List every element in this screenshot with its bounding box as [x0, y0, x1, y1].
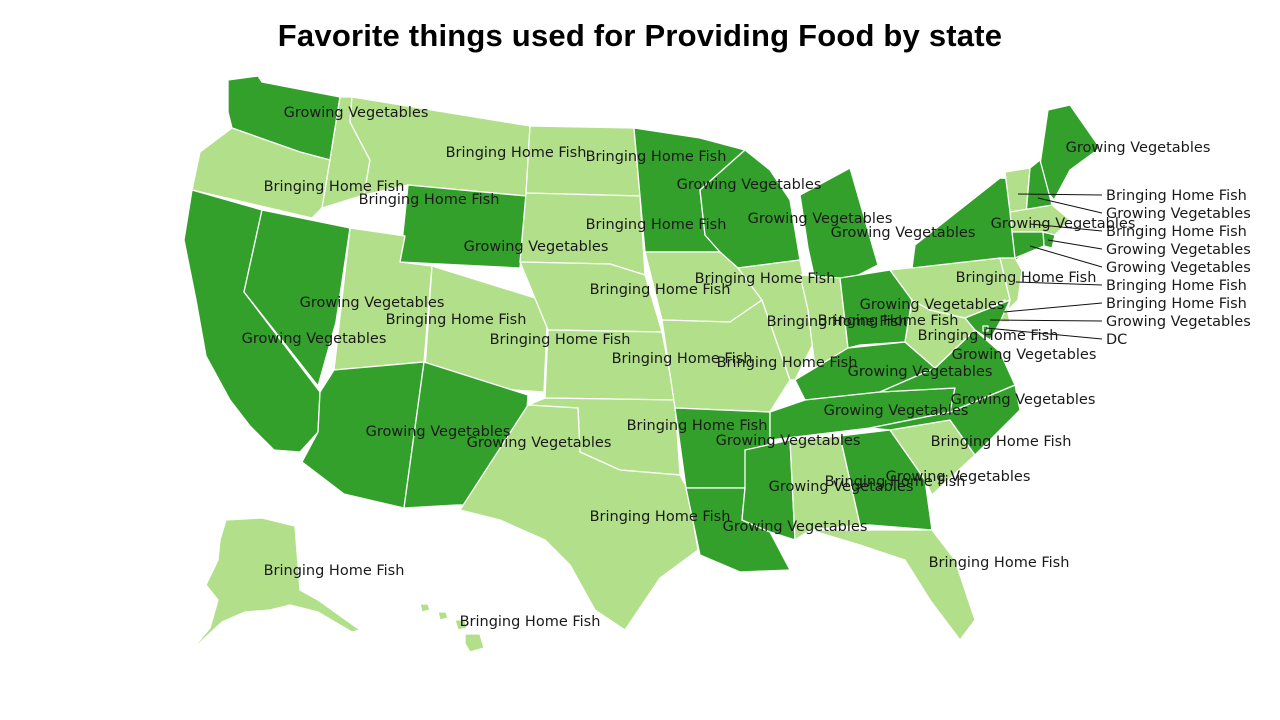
state-label-tx: Bringing Home Fish	[590, 509, 731, 525]
callout-line	[1017, 193, 1103, 196]
callout-line	[1029, 223, 1103, 232]
state-label-ok: Bringing Home Fish	[627, 418, 768, 434]
state-label-nc: Growing Vegetables	[951, 392, 1096, 408]
state-ct	[1011, 231, 1045, 259]
callout-line	[1037, 197, 1103, 214]
state-label-ky: Growing Vegetables	[848, 364, 993, 380]
state-label-id: Bringing Home Fish	[359, 192, 500, 208]
state-md	[964, 299, 1011, 341]
state-label-fl: Bringing Home Fish	[929, 555, 1070, 571]
state-ak	[189, 517, 361, 653]
callout-label: Bringing Home Fish	[1106, 278, 1247, 294]
state-label-va: Growing Vegetables	[952, 347, 1097, 363]
state-label-mi: Growing Vegetables	[831, 225, 976, 241]
state-nv	[243, 209, 351, 387]
state-or	[191, 127, 331, 219]
state-dc	[982, 325, 989, 332]
state-label-ny: Growing Vegetables	[991, 216, 1136, 232]
state-label-nv: Growing Vegetables	[300, 295, 445, 311]
state-label-sc: Bringing Home Fish	[931, 434, 1072, 450]
state-label-az: Growing Vegetables	[366, 424, 511, 440]
callout-line	[1015, 281, 1103, 286]
callout-line	[1029, 245, 1103, 268]
state-label-hi: Bringing Home Fish	[460, 614, 601, 630]
state-fl	[809, 529, 976, 641]
state-label-ne: Bringing Home Fish	[590, 282, 731, 298]
callout-label: Growing Vegetables	[1106, 314, 1251, 330]
state-label-nm: Growing Vegetables	[467, 435, 612, 451]
state-label-wv: Bringing Home Fish	[918, 328, 1059, 344]
state-label-mo: Bringing Home Fish	[717, 355, 858, 371]
callout-line	[1003, 302, 1103, 313]
map-title: Favorite things used for Providing Food …	[277, 18, 1003, 53]
state-label-oh: Growing Vegetables	[860, 297, 1005, 313]
state-tx	[459, 404, 699, 631]
state-label-mt: Bringing Home Fish	[446, 145, 587, 161]
callout-label: Growing Vegetables	[1106, 242, 1251, 258]
state-label-in: Bringing Home Fish	[818, 313, 959, 329]
state-label-il: Bringing Home Fish	[767, 314, 908, 330]
state-label-ms: Growing Vegetables	[769, 479, 914, 495]
state-label-wi: Growing Vegetables	[748, 211, 893, 227]
state-label-ga: Growing Vegetables	[886, 469, 1031, 485]
callout-line	[1047, 239, 1103, 250]
state-label-nd: Bringing Home Fish	[586, 149, 727, 165]
state-label-co: Bringing Home Fish	[490, 332, 631, 348]
state-label-tn: Growing Vegetables	[824, 403, 969, 419]
state-label-me: Growing Vegetables	[1066, 140, 1211, 156]
state-label-wy: Growing Vegetables	[464, 239, 609, 255]
state-label-ak: Bringing Home Fish	[264, 563, 405, 579]
state-label-ut: Bringing Home Fish	[386, 312, 527, 328]
callout-label: Growing Vegetables	[1106, 206, 1251, 222]
callout-label: Bringing Home Fish	[1106, 296, 1247, 312]
callout-line	[985, 327, 1103, 340]
state-label-ar: Growing Vegetables	[716, 433, 861, 449]
state-al	[789, 435, 861, 541]
callout-label: Bringing Home Fish	[1106, 224, 1247, 240]
state-hi	[419, 603, 485, 653]
state-label-ia: Bringing Home Fish	[695, 271, 836, 287]
callout-label: DC	[1106, 332, 1127, 348]
state-ne	[519, 261, 663, 333]
state-label-ca: Growing Vegetables	[242, 331, 387, 347]
state-label-wa: Growing Vegetables	[284, 105, 429, 121]
callout-label: Bringing Home Fish	[1106, 188, 1247, 204]
state-label-ks: Bringing Home Fish	[612, 351, 753, 367]
state-label-mn: Growing Vegetables	[677, 177, 822, 193]
state-co	[423, 265, 549, 393]
states-layer	[183, 75, 1101, 653]
state-label-al: Bringing Home Fish	[825, 474, 966, 490]
callout-line	[989, 319, 1103, 322]
state-label-la: Growing Vegetables	[723, 519, 868, 535]
state-ny	[911, 177, 1031, 269]
callout-label: Growing Vegetables	[1106, 260, 1251, 276]
state-label-sd: Bringing Home Fish	[586, 217, 727, 233]
state-label-pa: Bringing Home Fish	[956, 270, 1097, 286]
state-label-or: Bringing Home Fish	[264, 179, 405, 195]
